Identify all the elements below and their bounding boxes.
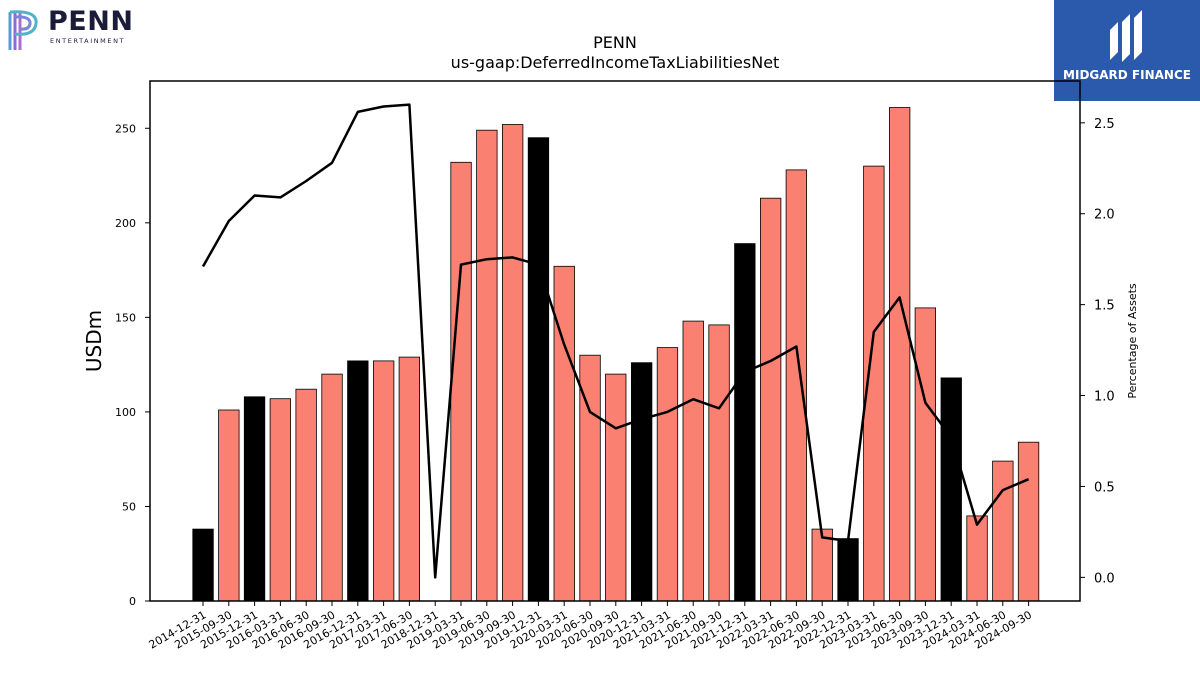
percentage-line [201,103,1030,579]
bar [372,360,395,602]
bar [295,388,317,602]
y-tick-label: 200 [115,217,136,230]
y-tick-label: 250 [115,122,136,135]
line-group [201,103,1030,579]
midgard-logo-text: MIDGARD FINANCE [1063,68,1191,82]
penn-logo-mark-icon [8,10,38,50]
bar [553,265,575,602]
bar [940,377,962,602]
y2-axis-label: Percentage of Assets [1126,283,1139,399]
y2-tick-label: 1.5 [1094,299,1115,314]
bar [476,129,498,602]
bar [527,137,550,602]
bar [605,373,627,602]
bar [734,243,756,602]
bar [708,324,730,602]
y2-tick-label: 1.0 [1094,390,1115,405]
bar [398,356,421,602]
bar [656,347,679,602]
bar [889,107,911,602]
penn-logo-word: PENN [48,6,134,37]
bar [837,538,859,602]
y2-tick-label: 0.5 [1094,480,1115,495]
y2-tick-label: 2.0 [1094,208,1115,223]
chart-subtitle: us-gaap:DeferredIncomeTaxLiabilitiesNet [451,53,780,72]
y-axis-label: USDm [82,310,106,372]
bar [450,161,472,602]
bar [218,409,240,602]
y-tick-label: 100 [115,406,136,419]
penn-logo-subtitle: ENTERTAINMENT [50,37,126,45]
y-tick-label: 0 [129,595,136,608]
bar [501,124,524,602]
bar [914,307,936,602]
bar [321,373,343,602]
right-axis: 0.0 0.5 1.0 1.5 2.0 2.5 [1080,117,1115,586]
bar [347,360,369,602]
bar [631,362,653,602]
bar [269,398,292,602]
chart-title: PENN [593,33,637,52]
y-tick-label: 150 [115,311,136,324]
bar [785,169,807,602]
left-axis: 0 50 100 150 200 250 [115,122,150,608]
bar [192,528,214,602]
midgard-logo-mark-icon [1110,10,1142,62]
x-axis: 2014-12-312015-09-302015-12-312016-03-31… [147,601,1034,652]
bar [992,460,1014,602]
plot-frame [149,80,1081,602]
bar [811,528,833,602]
bar [760,197,782,602]
bar-group [192,107,1040,602]
midgard-finance-logo: MIDGARD FINANCE [1054,0,1200,101]
penn-logo [4,4,154,54]
y2-tick-label: 0.0 [1094,571,1115,586]
bar [682,320,704,602]
bar [1017,441,1040,602]
y2-tick-label: 2.5 [1094,117,1115,132]
bar [243,396,266,602]
bar [966,515,988,602]
y-tick-label: 50 [122,500,136,513]
